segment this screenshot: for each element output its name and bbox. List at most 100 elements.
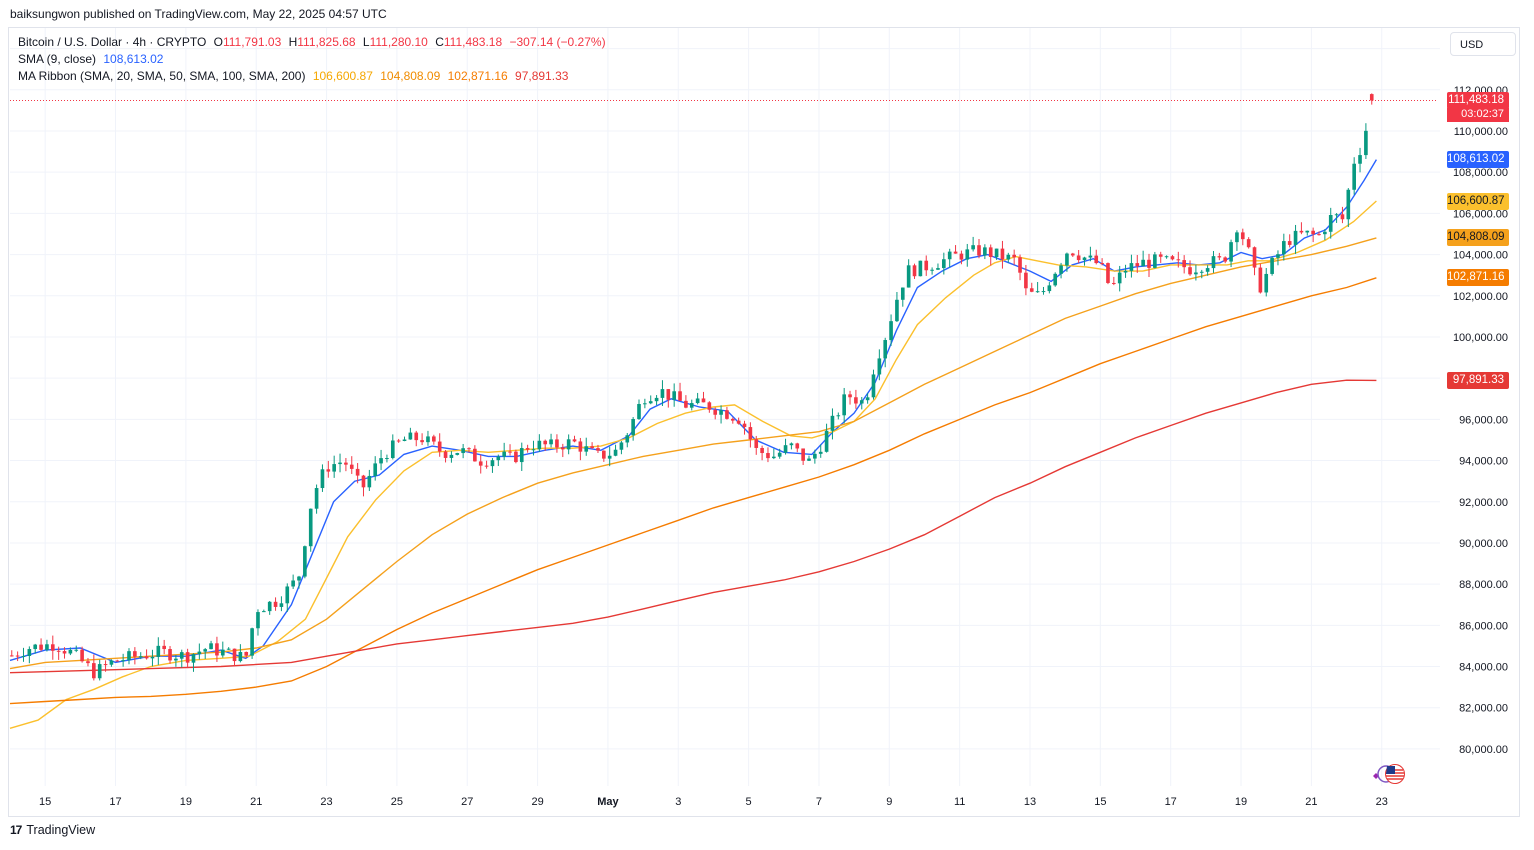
- candle-body: [678, 391, 682, 401]
- candle-body: [1123, 270, 1128, 273]
- candle-body: [168, 649, 172, 661]
- candle-body: [496, 456, 501, 461]
- candle-body: [1024, 272, 1028, 289]
- legend-open-value: 111,791.03: [222, 35, 282, 49]
- candle-body: [92, 663, 96, 679]
- candle-body: [390, 440, 395, 459]
- candle-body: [912, 265, 917, 277]
- candle-body: [437, 441, 442, 452]
- candle-body: [1059, 265, 1063, 274]
- candle-body: [203, 649, 208, 652]
- candle-body: [988, 247, 993, 257]
- candle-body: [842, 394, 846, 416]
- x-tick-label: 17: [109, 796, 121, 808]
- candle-body: [39, 644, 43, 650]
- candle-body: [537, 440, 542, 450]
- candle-body: [1065, 253, 1069, 266]
- candle-body: [355, 468, 360, 476]
- ma-line-ma-200: [9, 379, 1377, 674]
- candle-body: [332, 464, 336, 472]
- candle-body: [514, 451, 518, 463]
- candle-body: [654, 397, 659, 402]
- candle-body: [566, 439, 571, 450]
- legend-symbol[interactable]: Bitcoin / U.S. Dollar · 4h · CRYPTO: [18, 35, 207, 49]
- candle-body: [420, 440, 424, 443]
- candle-body: [801, 448, 805, 461]
- legend-sma-label: SMA (9, close): [18, 52, 97, 66]
- legend-sma[interactable]: SMA (9, close) 108,613.02: [18, 52, 167, 66]
- legend-low-label: L: [362, 35, 370, 49]
- candle-body: [1305, 230, 1310, 233]
- legend-ma-ribbon[interactable]: MA Ribbon (SMA, 20, SMA, 50, SMA, 100, S…: [18, 69, 572, 83]
- candle-body: [33, 644, 38, 650]
- y-tick-label: 92,000.00: [1459, 497, 1508, 509]
- candle-body: [1106, 263, 1110, 283]
- candle-body: [1317, 234, 1321, 236]
- candle-body: [660, 389, 665, 398]
- ma200-badge: 97,891.33: [1447, 371, 1509, 389]
- candle-body: [918, 260, 923, 277]
- candle-body: [830, 415, 835, 431]
- candle-body: [906, 265, 911, 288]
- candle-body: [1012, 254, 1016, 258]
- x-tick-label: 5: [746, 796, 752, 808]
- candle-body: [414, 432, 419, 441]
- candle-body: [62, 651, 67, 654]
- candle-body: [461, 448, 465, 454]
- candle-body: [314, 488, 319, 509]
- footer-brand[interactable]: 17 TradingView: [10, 823, 95, 837]
- us-flag-icon[interactable]: [1370, 762, 1410, 786]
- candle-body: [1018, 257, 1022, 273]
- sma9-badge: 108,613.02: [1447, 151, 1509, 169]
- candle-body: [1047, 285, 1052, 292]
- x-tick-label: 23: [320, 796, 332, 808]
- moving-average-lines: [9, 159, 1378, 729]
- candle-body: [942, 259, 946, 269]
- legend-ribbon-ma200: 97,891.33: [515, 69, 569, 83]
- y-tick-label: 96,000.00: [1459, 414, 1508, 426]
- candle-body: [484, 465, 489, 467]
- x-tick-label: 27: [461, 796, 473, 808]
- candle-body: [590, 446, 594, 449]
- candle-body: [138, 656, 143, 658]
- candle-body: [1205, 268, 1210, 272]
- candle-body: [789, 443, 794, 446]
- candle-body: [402, 439, 407, 442]
- candle-body: [859, 400, 864, 404]
- chart-frame[interactable]: [8, 27, 1520, 817]
- candle-body: [68, 649, 73, 654]
- candle-body: [1094, 255, 1099, 264]
- candle-body: [1182, 260, 1186, 268]
- candle-body: [473, 448, 477, 462]
- y-tick-label: 102,000.00: [1453, 291, 1508, 303]
- candle-body: [689, 403, 694, 408]
- x-tick-label: 21: [250, 796, 262, 808]
- candle-body: [303, 546, 307, 577]
- candle-body: [742, 423, 747, 428]
- candle-body: [121, 660, 125, 662]
- legend-ribbon-ma100: 102,871.16: [447, 69, 508, 83]
- candle-body: [643, 403, 647, 405]
- candle-body: [1258, 267, 1263, 293]
- candle-body: [818, 451, 823, 454]
- candle-body: [1287, 241, 1292, 245]
- candle-body: [320, 469, 325, 489]
- y-tick-label: 110,000.00: [1454, 126, 1508, 138]
- candle-body: [27, 649, 32, 656]
- y-tick-label: 88,000.00: [1459, 579, 1508, 591]
- legend-ribbon-ma50: 104,808.09: [380, 69, 441, 83]
- candle-body: [80, 649, 84, 662]
- candle-body: [713, 409, 718, 415]
- candle-body: [631, 419, 635, 436]
- ma-line-ma-20: [9, 200, 1377, 729]
- currency-button[interactable]: USD: [1450, 32, 1516, 56]
- x-tick-label: 19: [180, 796, 192, 808]
- candle-body: [760, 447, 764, 454]
- candle-body: [326, 469, 331, 472]
- candle-body: [385, 458, 389, 460]
- candle-body: [150, 656, 155, 659]
- x-tick-label: 25: [391, 796, 403, 808]
- candle-body: [373, 463, 378, 476]
- candle-body: [543, 440, 548, 445]
